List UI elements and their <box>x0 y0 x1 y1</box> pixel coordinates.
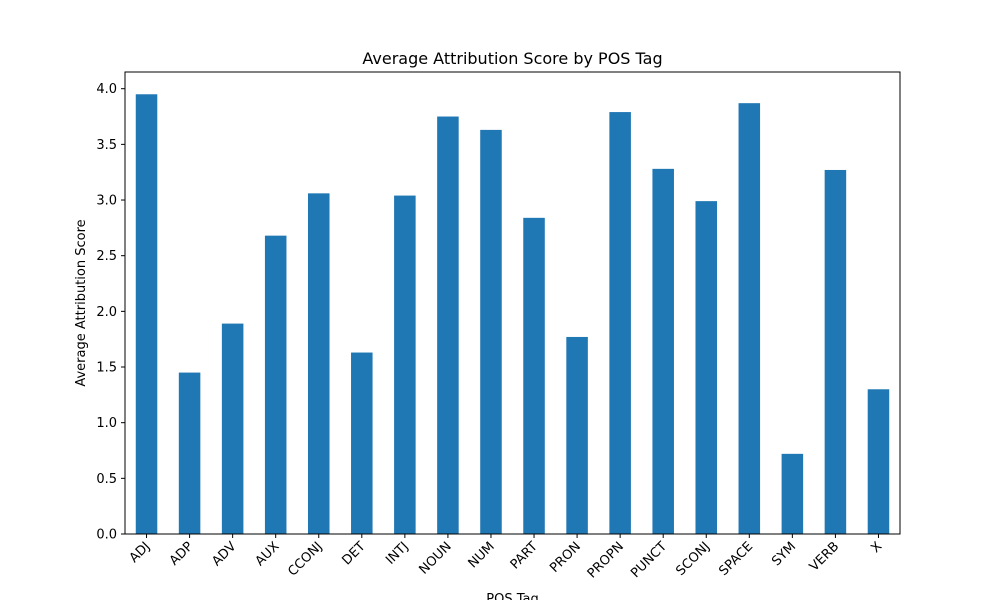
chart-title: Average Attribution Score by POS Tag <box>362 49 662 68</box>
x-tick-label-sym: SYM <box>769 539 799 569</box>
x-axis-ticks: ADJ ADP ADV AUX CCONJ DET INTJ NOUN NUM PART PRON P… <box>127 534 885 581</box>
bar-noun <box>437 116 459 534</box>
x-tick-label-space: SPACE <box>716 539 756 579</box>
x-tick-label-sconj: SCONJ <box>673 539 713 579</box>
bar-space <box>738 103 761 534</box>
x-tick-label-adp: ADP <box>167 539 197 569</box>
bar-part <box>523 217 545 534</box>
x-tick-label-x: X <box>868 539 885 556</box>
x-tick-label-cconj: CCONJ <box>285 539 325 579</box>
bar-cconj <box>307 193 330 534</box>
x-tick-label-part: PART <box>508 539 541 572</box>
x-tick-label-pron: PRON <box>547 539 584 576</box>
y-axis-label: Average Attribution Score <box>74 219 89 386</box>
x-tick-label-adj: ADJ <box>127 539 154 566</box>
x-tick-label-num: NUM <box>466 539 498 571</box>
x-tick-label-propn: PROPN <box>585 539 627 581</box>
bar-det <box>351 352 373 534</box>
y-tick-label: 0.0 <box>96 528 117 543</box>
y-tick-label: 3.0 <box>96 194 117 209</box>
x-tick-label-punct: PUNCT <box>628 539 670 581</box>
bar-verb <box>824 169 847 535</box>
bar-intj <box>394 195 416 534</box>
x-tick-label-det: DET <box>340 539 369 568</box>
x-tick-label-verb: VERB <box>807 539 842 574</box>
y-tick-label: 4.0 <box>96 82 117 97</box>
y-tick-label: 2.0 <box>96 305 117 320</box>
bar-pron <box>566 336 588 534</box>
y-tick-label: 3.5 <box>96 138 117 153</box>
bar-aux <box>264 235 287 534</box>
y-tick-label: 1.0 <box>96 416 117 431</box>
bar-punct <box>652 168 674 534</box>
plot-area-frame <box>124 71 901 535</box>
x-tick-label-intj: INTJ <box>383 539 412 568</box>
x-axis-label: POS Tag <box>486 592 538 600</box>
bars-group <box>135 94 890 535</box>
x-tick-label-aux: AUX <box>253 539 283 569</box>
bar-propn <box>609 112 631 534</box>
bar-adp <box>178 372 201 534</box>
bar-adv <box>221 323 244 534</box>
y-tick-label: 0.5 <box>96 472 117 487</box>
bar-x <box>867 389 890 534</box>
x-tick-label-noun: NOUN <box>416 539 454 577</box>
y-tick-label: 2.5 <box>96 249 117 264</box>
x-tick-label-adv: ADV <box>209 539 239 569</box>
bar-sym <box>781 453 804 534</box>
y-tick-label: 1.5 <box>96 361 117 376</box>
bar-sconj <box>695 201 718 535</box>
bar-num <box>480 129 502 534</box>
bar-adj <box>135 94 158 534</box>
y-axis-ticks: 0.0 0.5 1.0 1.5 2.0 2.5 3.0 3.5 4.0 <box>96 82 125 543</box>
